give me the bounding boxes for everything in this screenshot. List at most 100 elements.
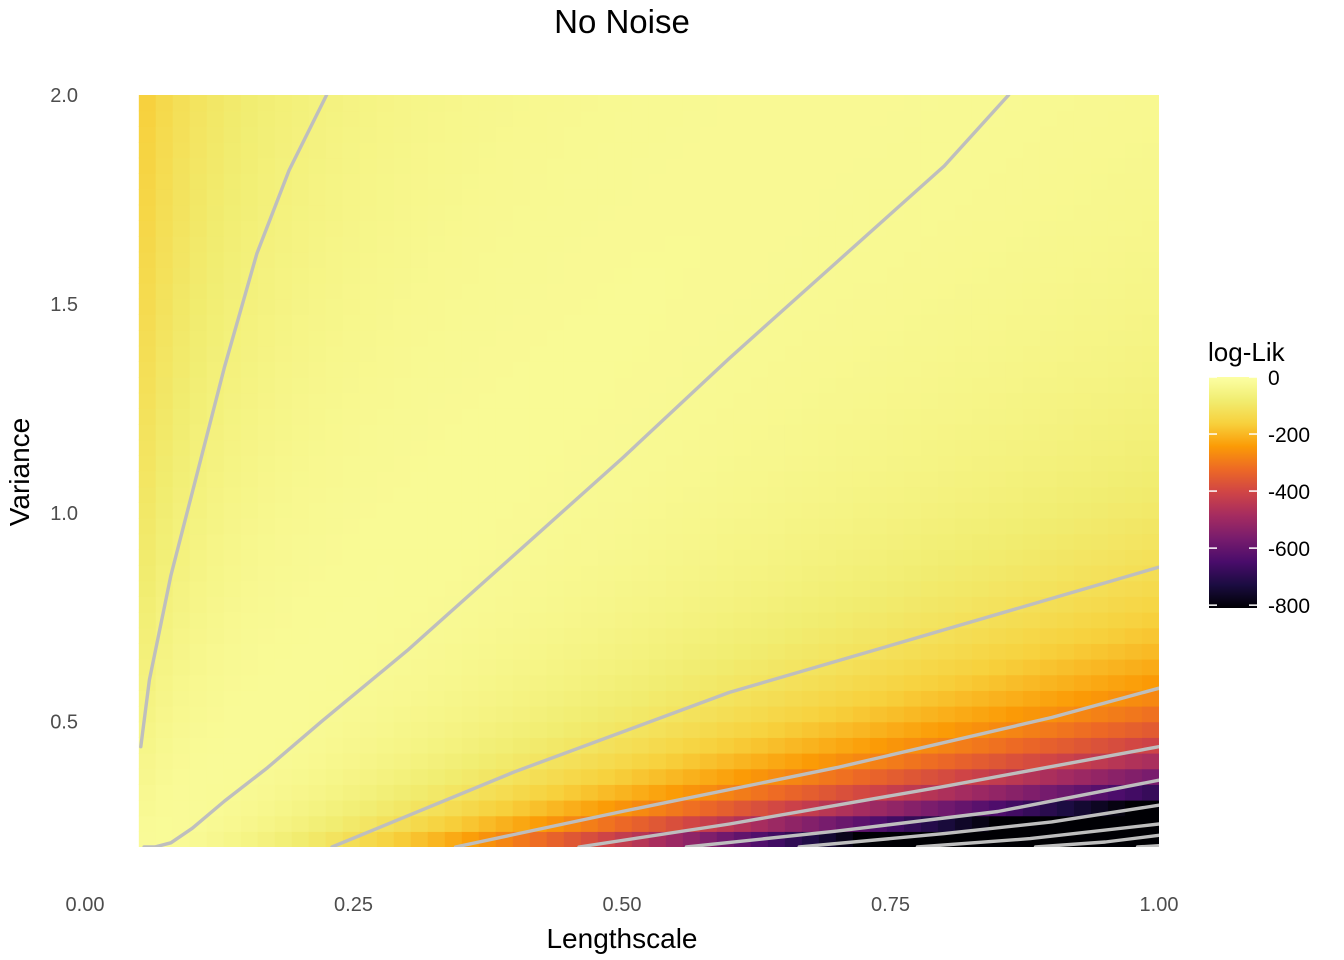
heatmap-cell (801, 627, 820, 644)
heatmap-cell (597, 580, 616, 597)
heatmap-cell (257, 643, 276, 660)
heatmap-cell (937, 800, 956, 817)
heatmap-cell (529, 721, 548, 738)
heatmap-cell (1090, 236, 1109, 253)
heatmap-cell (1124, 251, 1143, 268)
heatmap-cell (920, 565, 939, 582)
heatmap-cell (937, 674, 956, 691)
heatmap-cell (614, 518, 633, 535)
heatmap-cell (699, 659, 718, 676)
heatmap-cell (733, 251, 752, 268)
heatmap-cell (138, 753, 157, 770)
heatmap-cell (444, 627, 463, 644)
heatmap-cell (342, 471, 361, 488)
heatmap-cell (410, 674, 429, 691)
heatmap-cell (699, 157, 718, 174)
heatmap-cell (886, 408, 905, 425)
heatmap-cell (835, 267, 854, 284)
heatmap-cell (886, 204, 905, 221)
heatmap-cell (886, 502, 905, 519)
heatmap-cell (699, 189, 718, 206)
heatmap-cell (546, 580, 565, 597)
heatmap-cell (597, 189, 616, 206)
heatmap-cell (631, 142, 650, 159)
heatmap-cell (971, 784, 990, 801)
heatmap-cell (869, 706, 888, 723)
y-tick-label: 1.0 (50, 503, 78, 525)
heatmap-cell (189, 596, 208, 613)
heatmap-cell (1107, 486, 1126, 503)
heatmap-cell (206, 580, 225, 597)
heatmap-cell (886, 110, 905, 127)
heatmap-cell (580, 189, 599, 206)
heatmap-cell (1107, 392, 1126, 409)
heatmap-cell (886, 753, 905, 770)
heatmap-cell (427, 251, 446, 268)
heatmap-cell (597, 204, 616, 221)
heatmap-cell (342, 643, 361, 660)
heatmap-cell (801, 424, 820, 441)
heatmap-cell (1039, 110, 1058, 127)
heatmap-cell (903, 690, 922, 707)
heatmap-cell (206, 690, 225, 707)
heatmap-cell (427, 157, 446, 174)
heatmap-cell (682, 549, 701, 566)
heatmap-cell (444, 690, 463, 707)
heatmap-cell (1073, 800, 1092, 817)
heatmap-cell (546, 627, 565, 644)
heatmap-cell (257, 267, 276, 284)
heatmap-cell (716, 283, 735, 300)
heatmap-cell (359, 204, 378, 221)
heatmap-cell (750, 126, 769, 143)
heatmap-cell (155, 533, 174, 550)
contour-line (142, 95, 1011, 847)
heatmap-cell (699, 314, 718, 331)
heatmap-cell (563, 596, 582, 613)
heatmap-cell (631, 330, 650, 347)
heatmap-cell (750, 204, 769, 221)
heatmap-cell (359, 173, 378, 190)
heatmap-cell (155, 236, 174, 253)
heatmap-cell (308, 361, 327, 378)
heatmap-cell (665, 471, 684, 488)
heatmap-cell (716, 486, 735, 503)
heatmap-cell (869, 345, 888, 362)
heatmap-cell (801, 737, 820, 754)
heatmap-cell (699, 596, 718, 613)
heatmap-cell (427, 502, 446, 519)
heatmap-cell (682, 314, 701, 331)
heatmap-cell (342, 330, 361, 347)
heatmap-cell (1141, 220, 1159, 237)
heatmap-cell (716, 549, 735, 566)
heatmap-cell (512, 580, 531, 597)
heatmap-cell (1090, 267, 1109, 284)
heatmap-cell (1090, 815, 1109, 832)
heatmap-cell (954, 267, 973, 284)
heatmap-cell (444, 220, 463, 237)
heatmap-cell (750, 220, 769, 237)
heatmap-cell (393, 627, 412, 644)
heatmap-cell (1039, 377, 1058, 394)
heatmap-cell (512, 518, 531, 535)
heatmap-cell (614, 753, 633, 770)
heatmap-cell (903, 721, 922, 738)
heatmap-cell (733, 565, 752, 582)
heatmap-cell (359, 251, 378, 268)
heatmap-cell (631, 377, 650, 394)
heatmap-cell (342, 95, 361, 112)
heatmap-cell (376, 189, 395, 206)
heatmap-cell (274, 596, 293, 613)
heatmap-cell (359, 189, 378, 206)
heatmap-cell (291, 236, 310, 253)
heatmap-cell (427, 314, 446, 331)
heatmap-cell (257, 565, 276, 582)
heatmap-cell (886, 580, 905, 597)
heatmap-cell (495, 706, 514, 723)
heatmap-cell (665, 753, 684, 770)
heatmap-cell (852, 596, 871, 613)
heatmap-cell (138, 439, 157, 456)
heatmap-cell (546, 330, 565, 347)
heatmap-cell (376, 267, 395, 284)
heatmap-cell (410, 659, 429, 676)
heatmap-cell (155, 126, 174, 143)
